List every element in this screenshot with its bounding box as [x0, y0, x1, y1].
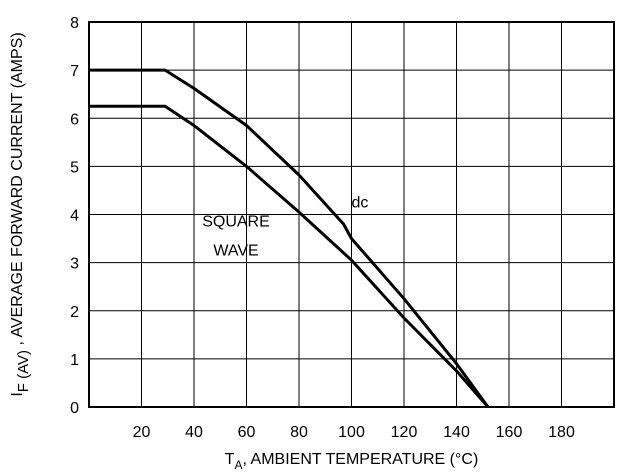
annotation-label: SQUARE: [202, 214, 270, 231]
series-group: [89, 68, 490, 408]
x-axis-title: TA, AMBIENT TEMPERATURE (°C): [225, 451, 479, 472]
y-axis-title-subscript: F (AV): [15, 350, 32, 392]
y-tick-label: 8: [70, 15, 79, 32]
y-tick-label: 5: [70, 159, 79, 176]
series-line-dc: [89, 68, 490, 408]
x-tick-label: 40: [185, 424, 203, 441]
plot-frame: [88, 21, 615, 408]
y-tick-label: 7: [70, 63, 79, 80]
series-line-square-wave: [89, 104, 490, 408]
x-tick-label: 120: [391, 424, 418, 441]
y-tick-label: 2: [70, 304, 79, 321]
x-tick-label: 60: [238, 424, 256, 441]
y-tick-labels: 0 1 2 3 4 5 6 7 8: [70, 15, 79, 417]
annotation-label: WAVE: [213, 242, 258, 259]
x-tick-label: 180: [548, 424, 575, 441]
x-tick-label: 80: [290, 424, 308, 441]
grid: [89, 22, 614, 407]
y-tick-label: 4: [70, 208, 79, 225]
y-tick-label: 6: [70, 111, 79, 128]
x-tick-label: 140: [443, 424, 470, 441]
x-axis-title-rest: , AMBIENT TEMPERATURE (°C): [243, 451, 479, 468]
y-tick-label: 0: [70, 400, 79, 417]
annotation-label: dc: [352, 194, 369, 211]
x-axis-title-main: T: [225, 451, 235, 468]
x-axis-title-subscript: A: [235, 458, 243, 472]
x-tick-label: 20: [133, 424, 151, 441]
y-tick-label: 3: [70, 256, 79, 273]
y-axis-title-rest: , AVERAGE FORWARD CURRENT (AMPS): [9, 32, 26, 350]
x-tick-labels: 20 40 60 80 100 120 140 160 180: [133, 424, 575, 441]
annotations: dc SQUARE WAVE: [202, 194, 368, 259]
x-tick-label: 100: [338, 424, 365, 441]
y-tick-label: 1: [70, 352, 79, 369]
y-axis-title: IF (AV) , AVERAGE FORWARD CURRENT (AMPS): [9, 32, 32, 396]
x-tick-label: 160: [496, 424, 523, 441]
y-axis-title-main: I: [9, 392, 26, 396]
